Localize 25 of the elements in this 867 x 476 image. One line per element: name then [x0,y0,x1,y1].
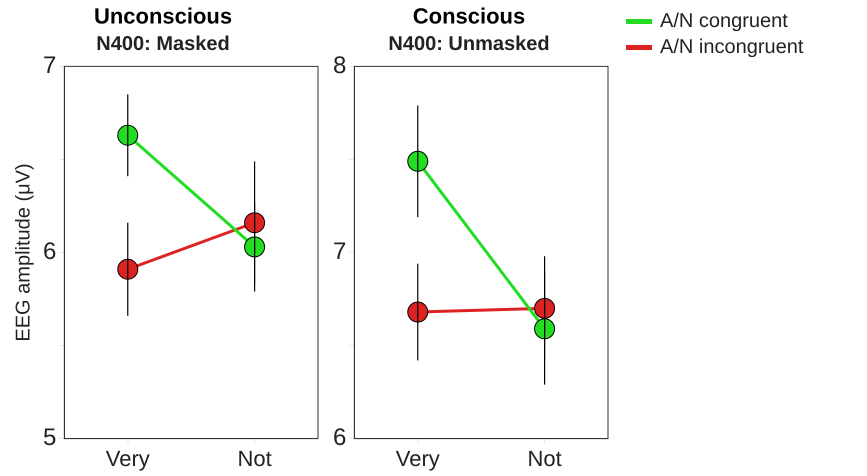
y-tick-label: 5 [42,424,56,452]
point [117,124,138,146]
chart-title: Conscious [412,3,526,28]
x-tick-label: Very [396,446,440,471]
y-axis-title: EEG amplitude (μV) [12,163,35,342]
point [244,212,266,234]
y-tick-label: 8 [332,52,346,80]
point [407,302,428,323]
y-tick-label: 7 [332,238,346,266]
y-tick-label: 6 [42,238,56,266]
point [534,298,556,319]
point [244,236,266,258]
y-tick-label: 7 [42,52,56,80]
point [117,258,138,280]
x-tick-label: Very [106,446,150,471]
point [534,318,556,340]
chart-title: Unconscious [94,3,232,28]
point [407,150,428,172]
chart-subtitle: N400: Unmasked [388,32,550,55]
x-tick-label: Not [237,446,272,471]
legend-label: A/N congruent [660,9,788,34]
y-tick-label: 6 [332,424,346,452]
x-tick-label: Not [527,446,562,471]
chart-subtitle: N400: Masked [96,32,230,55]
legend-label: A/N incongruent [660,35,804,60]
